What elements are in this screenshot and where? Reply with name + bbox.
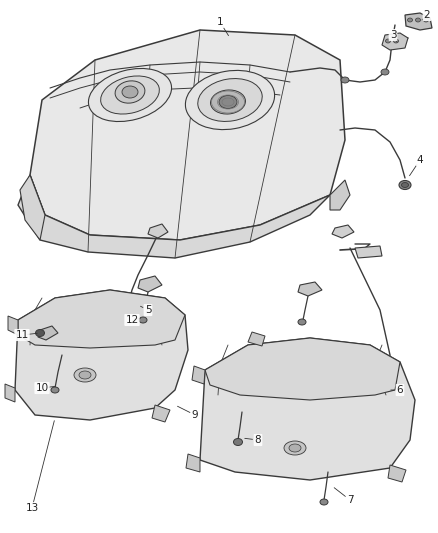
Polygon shape [148, 224, 168, 238]
Polygon shape [405, 13, 432, 30]
Ellipse shape [51, 387, 59, 393]
Ellipse shape [101, 76, 159, 114]
Polygon shape [200, 338, 415, 480]
Ellipse shape [35, 329, 45, 336]
Polygon shape [298, 282, 322, 296]
Ellipse shape [185, 70, 275, 130]
Ellipse shape [219, 95, 237, 109]
Ellipse shape [88, 68, 172, 122]
Text: 11: 11 [15, 330, 28, 340]
Ellipse shape [198, 78, 262, 122]
Ellipse shape [385, 39, 391, 43]
Polygon shape [186, 454, 200, 472]
Ellipse shape [79, 371, 91, 379]
Text: 2: 2 [424, 10, 430, 20]
Text: 12: 12 [125, 315, 138, 325]
Ellipse shape [381, 69, 389, 75]
Polygon shape [38, 326, 58, 340]
Text: 7: 7 [347, 495, 353, 505]
Ellipse shape [402, 182, 409, 188]
Polygon shape [152, 405, 170, 422]
Text: 13: 13 [25, 503, 39, 513]
Text: 1: 1 [217, 17, 223, 27]
Text: 8: 8 [254, 435, 261, 445]
Ellipse shape [122, 86, 138, 98]
Polygon shape [18, 175, 330, 258]
Text: 4: 4 [417, 155, 423, 165]
Ellipse shape [233, 439, 243, 446]
Ellipse shape [393, 39, 399, 43]
Polygon shape [205, 338, 400, 400]
Polygon shape [388, 465, 406, 482]
Polygon shape [30, 30, 345, 240]
Polygon shape [18, 290, 185, 348]
Polygon shape [15, 290, 188, 420]
Polygon shape [330, 180, 350, 210]
Text: 5: 5 [145, 305, 151, 315]
Ellipse shape [289, 444, 301, 452]
Ellipse shape [115, 81, 145, 103]
Polygon shape [8, 316, 18, 335]
Ellipse shape [399, 181, 411, 190]
Polygon shape [248, 332, 265, 346]
Ellipse shape [424, 18, 428, 22]
Ellipse shape [284, 441, 306, 455]
Ellipse shape [211, 90, 245, 114]
Ellipse shape [320, 499, 328, 505]
Ellipse shape [407, 18, 413, 22]
Polygon shape [355, 246, 382, 258]
Ellipse shape [298, 319, 306, 325]
Text: 10: 10 [35, 383, 49, 393]
Polygon shape [20, 175, 45, 240]
Text: 6: 6 [397, 385, 403, 395]
Polygon shape [332, 225, 354, 238]
Text: 3: 3 [390, 30, 396, 40]
Polygon shape [5, 384, 15, 402]
Polygon shape [192, 366, 205, 384]
Polygon shape [382, 33, 408, 50]
Ellipse shape [139, 317, 147, 323]
Polygon shape [138, 276, 162, 292]
Ellipse shape [416, 18, 420, 22]
Text: 9: 9 [192, 410, 198, 420]
Ellipse shape [74, 368, 96, 382]
Ellipse shape [341, 77, 349, 83]
